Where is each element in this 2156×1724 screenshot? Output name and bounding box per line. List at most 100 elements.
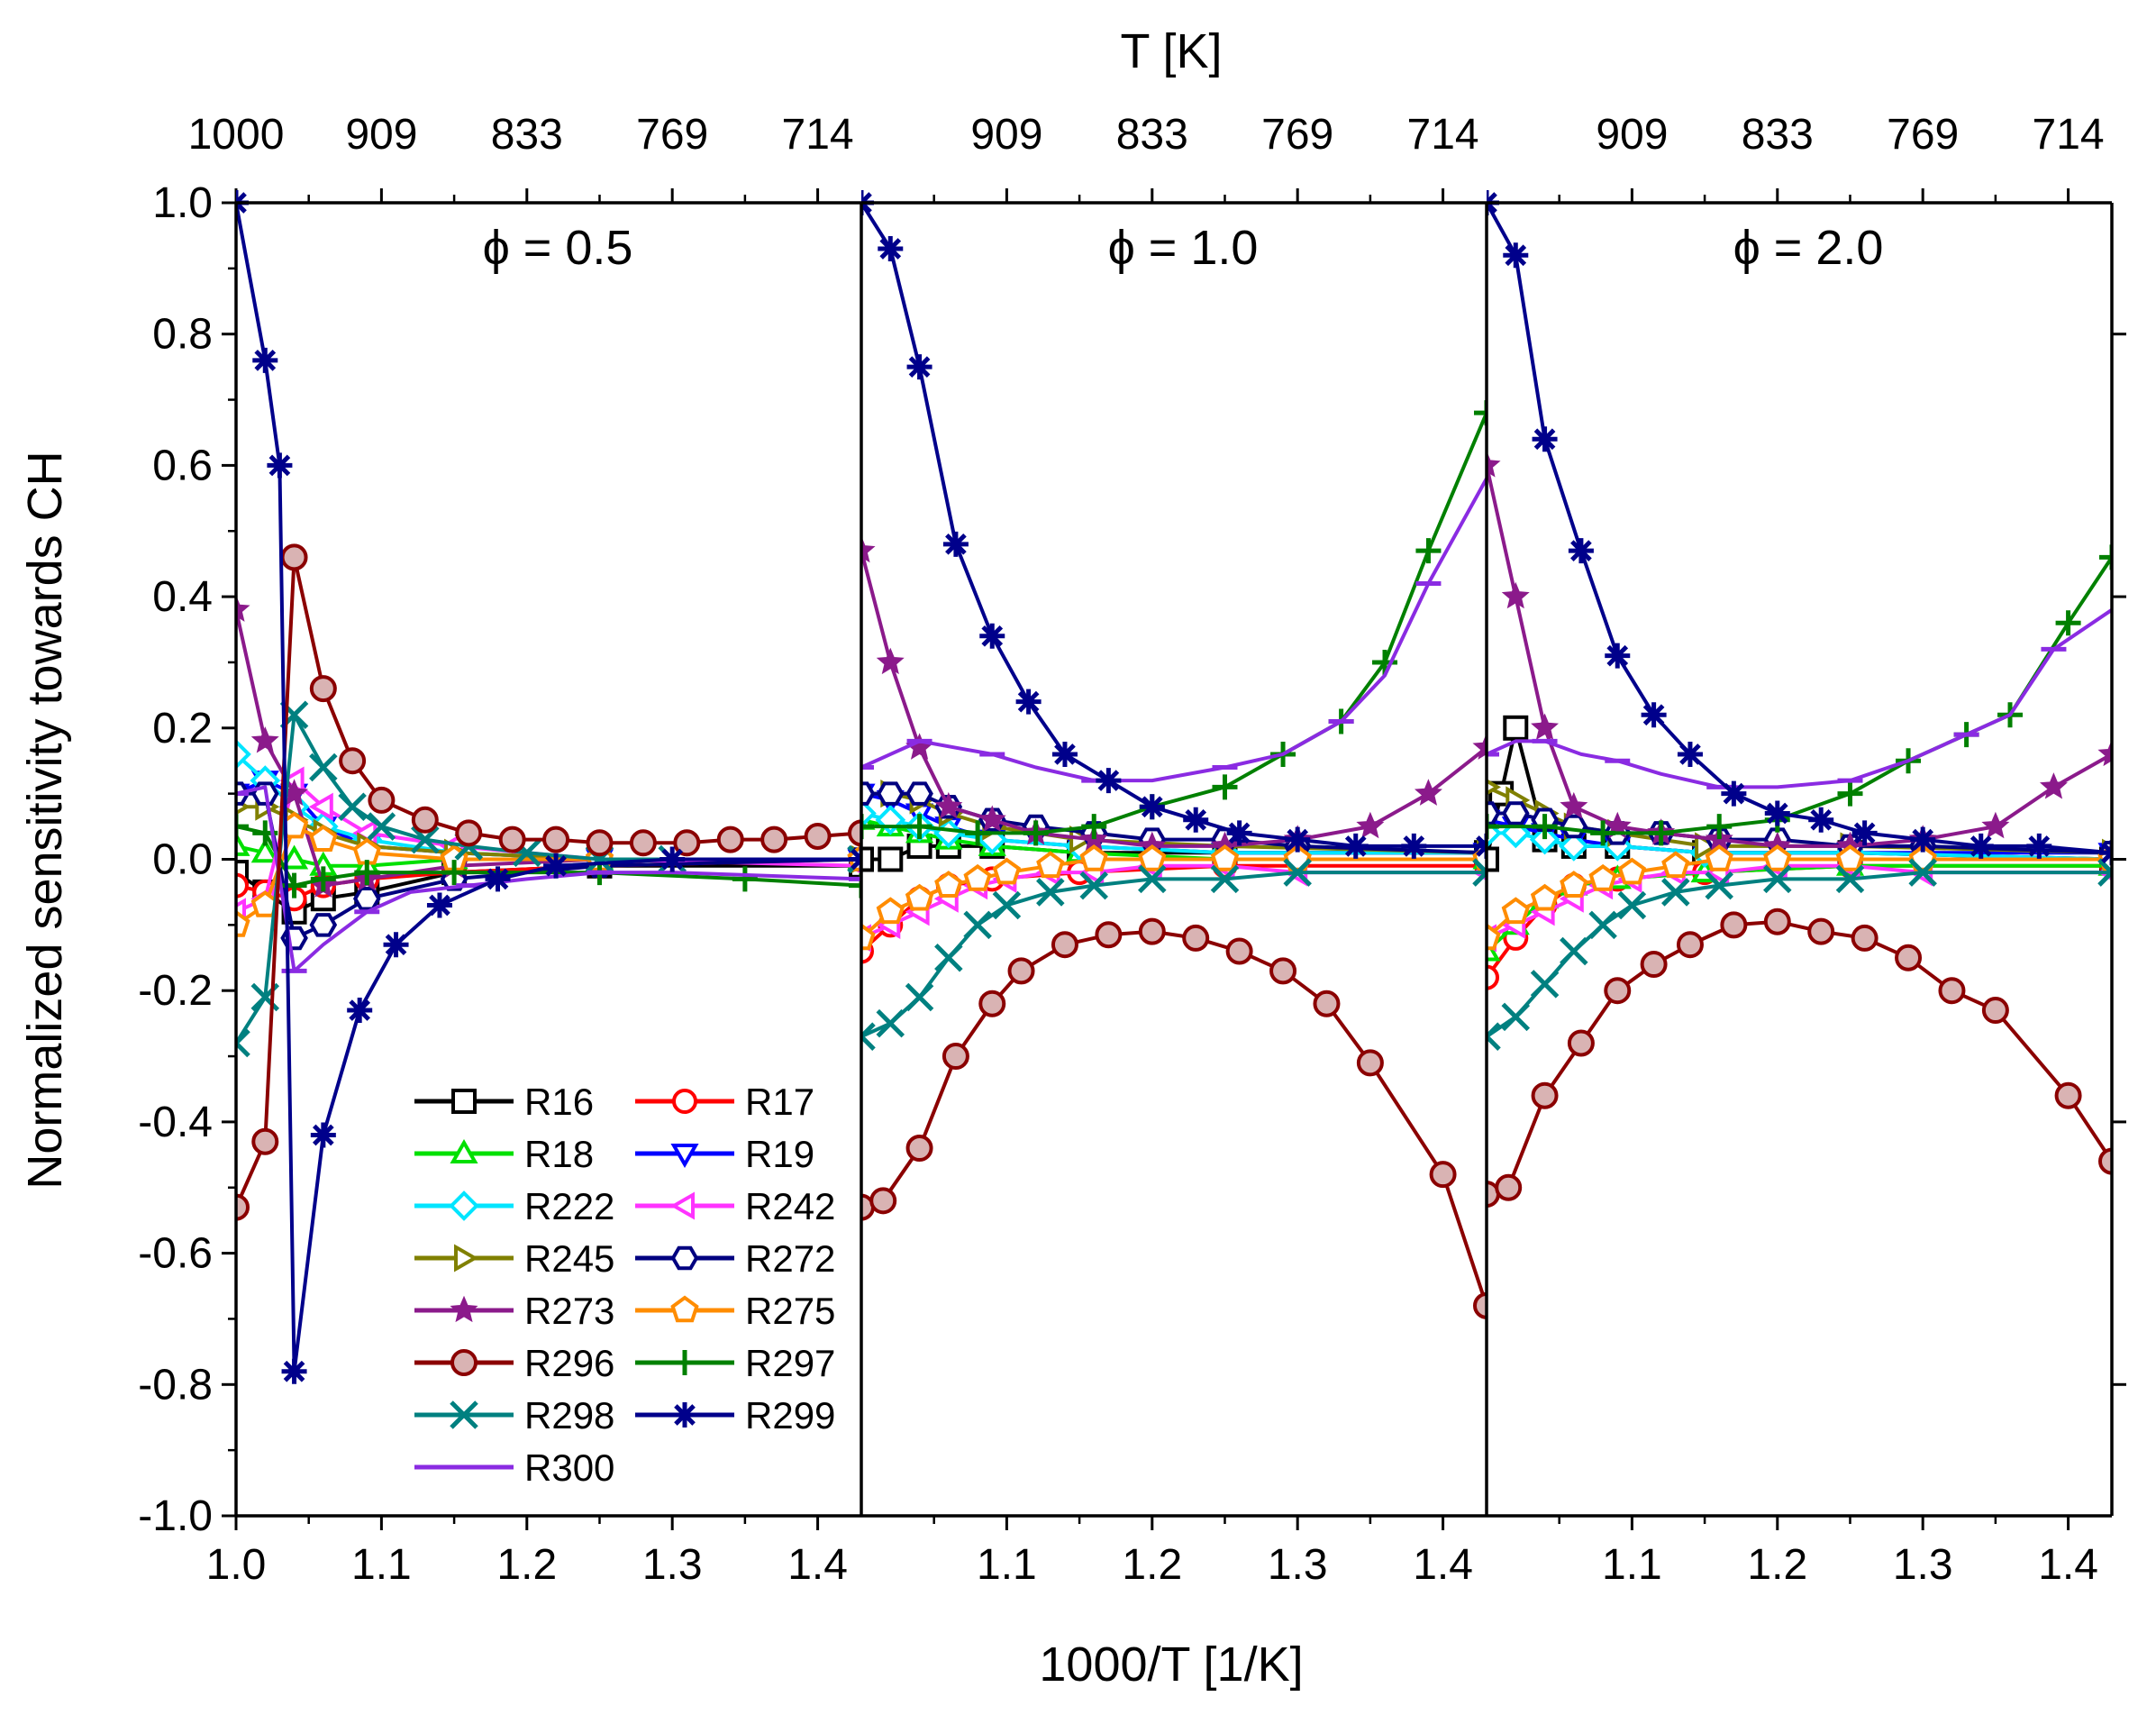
panel-label: ϕ = 2.0: [1733, 221, 1884, 275]
series-point-R297: [849, 872, 861, 898]
series-point-R245: [1695, 832, 1720, 861]
x-tick-label: 1.1: [351, 1541, 412, 1589]
legend-marker-R275: [670, 1295, 699, 1323]
series-point-R272: [861, 781, 876, 806]
legend-item-R298: R298: [414, 1394, 614, 1437]
series-point-R298: [411, 825, 440, 854]
x-tick-label: 1.3: [1268, 1541, 1328, 1589]
series-point-R299: [485, 866, 511, 892]
series-point-R296: [1938, 977, 1966, 1005]
series-point-R296: [309, 675, 337, 703]
series-point-R296: [1138, 917, 1166, 945]
x-tick-label: 1.2: [1122, 1541, 1182, 1589]
series-line-R297: [861, 412, 1487, 835]
legend-item-R300: R300: [414, 1446, 614, 1489]
series-point-R272: [905, 781, 933, 806]
x-tick-label: 1.4: [1413, 1541, 1473, 1589]
legend-marker-R298: [450, 1400, 478, 1429]
series-point-R275: [1501, 897, 1530, 925]
series-point-R296: [339, 747, 367, 775]
series-point-R296: [629, 829, 657, 857]
legend-marker-R222: [449, 1190, 479, 1221]
x-tick-label: 1.3: [1893, 1541, 1953, 1589]
series-point-R296: [1720, 911, 1748, 939]
x-tick-label: 1.4: [787, 1541, 848, 1589]
top-tick-label: 769: [1887, 111, 1959, 159]
series-point-R296: [1807, 917, 1835, 945]
series-point-R299: [1183, 807, 1209, 833]
legend: R16 R17 R18 R19 R222 R242 R245 R272 R273 R275 R296…: [414, 1081, 835, 1489]
series-point-R299: [383, 932, 409, 958]
series-point-R275: [1079, 844, 1108, 871]
series-point-R296: [2054, 1081, 2082, 1109]
series-point-R297: [441, 860, 468, 886]
legend-label: R242: [745, 1185, 835, 1227]
series-point-R275: [1560, 871, 1588, 898]
series-line-R299: [861, 201, 1487, 848]
legend-label: R300: [524, 1446, 614, 1489]
x-tick-label: 1.0: [206, 1541, 267, 1589]
series-point-R275: [905, 883, 934, 911]
y-tick-label: 0.4: [152, 573, 213, 621]
series-point-R275: [861, 923, 876, 951]
y-tick-label: 0.6: [152, 442, 213, 489]
series-point-R18: [250, 838, 279, 863]
series-point-R275: [1661, 851, 1690, 879]
x-tick-label: 1.4: [2038, 1541, 2098, 1589]
series-line-R298: [236, 713, 861, 1044]
series-point-R296: [673, 829, 701, 857]
series-point-R298: [1079, 871, 1108, 900]
series-point-R296: [411, 806, 439, 834]
series-point-R296: [1981, 997, 2009, 1025]
series-point-R297: [310, 866, 336, 892]
series-point-R275: [1588, 863, 1617, 891]
series-point-R275: [963, 863, 992, 891]
legend-marker-R299: [672, 1402, 697, 1428]
series-group: [1487, 190, 2112, 1209]
legend-label: R296: [524, 1342, 614, 1384]
series-point-R296: [2098, 1147, 2112, 1175]
series-point-R298: [1617, 890, 1647, 920]
y-tick-label: 0.2: [152, 705, 213, 753]
series-point-R298: [1588, 910, 1617, 940]
legend-marker-R296: [450, 1349, 478, 1376]
series-point-R297: [861, 814, 874, 840]
series-point-R16: [878, 846, 904, 872]
series-point-R299: [1532, 426, 1558, 452]
series-point-R296: [498, 826, 526, 853]
series-point-R298: [1210, 864, 1240, 894]
legend-label: R275: [745, 1290, 835, 1332]
series-point-R299: [878, 235, 904, 261]
series-point-R275: [1617, 857, 1647, 885]
series-point-R299: [2026, 833, 2052, 859]
series-point-R299: [1677, 741, 1703, 767]
series-point-R299: [660, 846, 686, 872]
series-point-R298: [1487, 1022, 1501, 1051]
legend-item-R273: R273: [414, 1290, 614, 1332]
series-line-R297: [1487, 556, 2112, 835]
top-tick-label: 833: [491, 111, 563, 159]
series-point-R298: [1705, 871, 1733, 900]
series-point-R298: [963, 910, 992, 940]
series-point-R298: [2097, 858, 2112, 887]
series-point-R275: [1530, 883, 1560, 911]
series-point-R273: [978, 805, 1006, 832]
x-tick-label: 1.1: [977, 1541, 1037, 1589]
series-point-R296: [1225, 937, 1253, 965]
series-point-R297: [732, 866, 758, 892]
series-point-R296: [1051, 931, 1078, 959]
series-point-R296: [716, 826, 744, 853]
panel-label: ϕ = 1.0: [1108, 221, 1259, 275]
series-point-R275: [1835, 844, 1865, 871]
series-point-R299: [906, 354, 932, 380]
x-tick-label: 1.2: [1747, 1541, 1807, 1589]
series-line-R296: [1487, 919, 2112, 1196]
series-point-R299: [1721, 780, 1747, 807]
legend-item-R242: R242: [635, 1185, 835, 1227]
series-point-R299: [1641, 702, 1667, 728]
legend-label: R16: [524, 1081, 594, 1123]
series-point-R273: [236, 595, 250, 622]
series-point-R297: [1648, 820, 1674, 846]
series-point-R299: [1401, 833, 1427, 859]
